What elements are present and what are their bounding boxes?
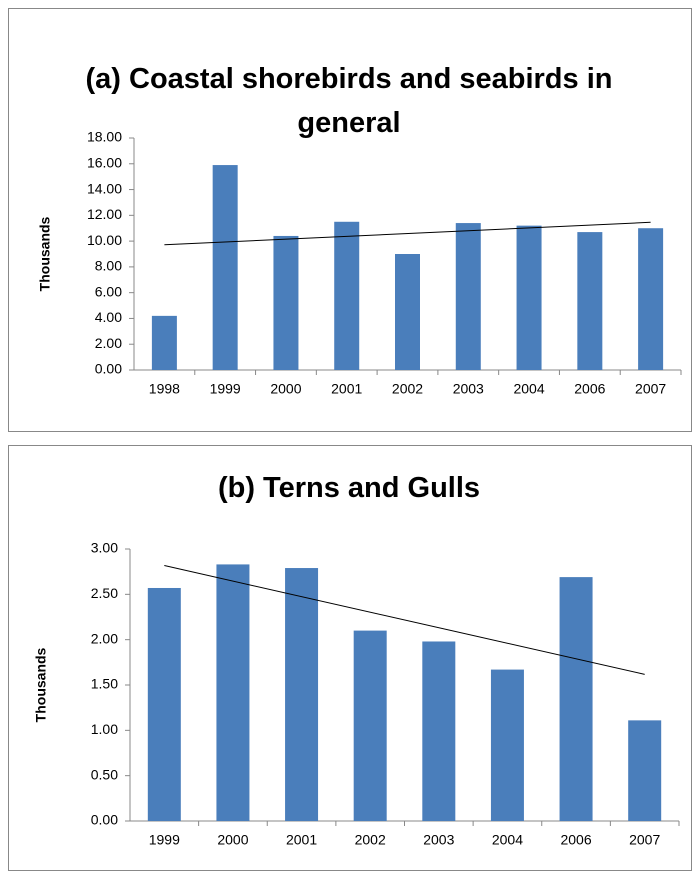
x-tick-label: 2006 xyxy=(574,381,605,397)
x-tick-label: 2004 xyxy=(492,832,523,848)
bar xyxy=(151,315,177,370)
bar xyxy=(395,254,420,370)
x-tick-label: 1999 xyxy=(210,381,241,397)
bar xyxy=(273,235,299,370)
bar xyxy=(490,669,524,821)
y-tick-label: 2.00 xyxy=(91,630,118,646)
y-tick-label: 1.50 xyxy=(91,676,118,692)
chart: Thousands 0.00 2.00 4.00 6.00 8.00 10.00 12.00 1… xyxy=(37,129,682,397)
chart-title: (b) Terns and Gulls xyxy=(217,472,481,504)
bar xyxy=(147,587,181,821)
bar xyxy=(577,232,603,370)
y-axis-title: Thousands xyxy=(37,216,53,291)
bar xyxy=(353,630,387,821)
bar xyxy=(422,641,456,821)
x-tick-label: 2007 xyxy=(629,832,660,848)
x-tick-label: 2004 xyxy=(513,381,544,397)
bar xyxy=(559,577,593,821)
bar xyxy=(285,568,319,821)
y-tick-label: 12.00 xyxy=(87,206,122,222)
chart-panel: (a) Coastal shorebirds and seabirds in g… xyxy=(8,8,692,432)
x-tick-label: 2000 xyxy=(270,381,301,397)
y-tick-label: 14.00 xyxy=(87,180,122,196)
x-tick-label: 1999 xyxy=(149,832,180,848)
bar xyxy=(455,223,481,370)
chart-panel: (b) Terns and Gulls Thousands 0.00 0.50 1.0… xyxy=(8,445,692,871)
x-tick-label: 1998 xyxy=(149,381,180,397)
x-tick-label: 2001 xyxy=(331,381,362,397)
y-tick-label: 2.00 xyxy=(95,335,122,351)
bar xyxy=(216,564,250,821)
y-tick-label: 4.00 xyxy=(95,309,122,325)
x-tick-label: 2003 xyxy=(423,832,454,848)
y-tick-label: 3.00 xyxy=(91,540,118,556)
y-axis-title: Thousands xyxy=(33,647,49,722)
bar xyxy=(628,720,662,821)
trendline xyxy=(164,565,645,675)
x-tick-label: 2002 xyxy=(355,832,386,848)
y-tick-label: 6.00 xyxy=(95,283,122,299)
x-tick-label: 2006 xyxy=(560,832,591,848)
y-tick-label: 16.00 xyxy=(87,154,122,170)
x-tick-label: 2000 xyxy=(217,832,248,848)
y-tick-label: 8.00 xyxy=(95,258,122,274)
bar xyxy=(212,165,238,370)
y-tick-label: 0.00 xyxy=(91,812,118,828)
y-tick-label: 18.00 xyxy=(87,129,122,145)
y-tick-label: 10.00 xyxy=(87,232,122,248)
x-tick-label: 2003 xyxy=(453,381,484,397)
bar xyxy=(334,221,360,370)
x-tick-label: 2002 xyxy=(392,381,423,397)
chart: Thousands 0.00 0.50 1.00 1.50 2.00 2.50 3.00 199… xyxy=(33,540,680,848)
chart-title: (a) Coastal shorebirds and seabirds in g… xyxy=(85,63,613,139)
x-tick-label: 2001 xyxy=(286,832,317,848)
y-tick-label: 2.50 xyxy=(91,585,118,601)
bar xyxy=(516,225,542,370)
bar xyxy=(638,228,664,370)
y-tick-label: 0.50 xyxy=(91,766,118,782)
y-tick-label: 1.00 xyxy=(91,721,118,737)
x-tick-label: 2007 xyxy=(635,381,666,397)
trendline xyxy=(164,221,651,246)
y-tick-label: 0.00 xyxy=(95,361,122,377)
